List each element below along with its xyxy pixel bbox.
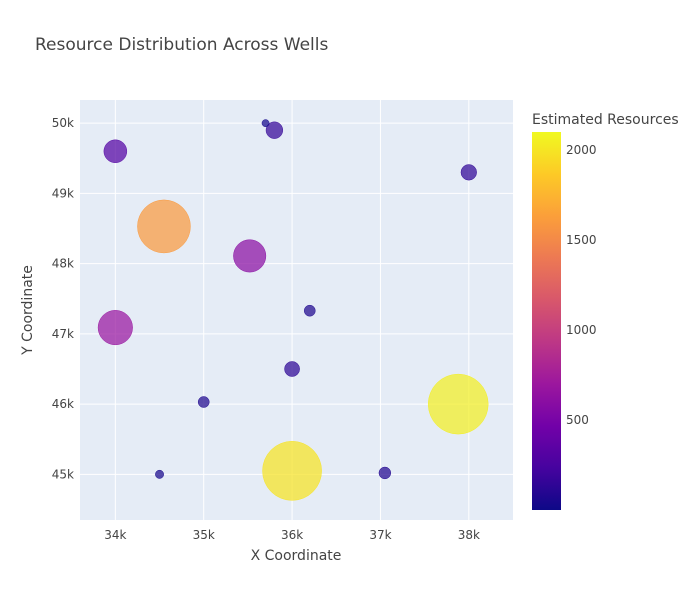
x-axis-title: X Coordinate — [251, 548, 342, 564]
colorbar-tick-label: 1000 — [566, 323, 597, 337]
x-tick-label: 37k — [369, 528, 391, 542]
data-point — [378, 466, 392, 480]
y-axis-ticks: 45k 46k 47k 48k 49k 50k — [52, 116, 74, 481]
x-tick-label: 36k — [281, 528, 303, 542]
data-point — [155, 469, 164, 479]
data-point — [233, 239, 267, 273]
colorbar-tick-label: 2000 — [566, 143, 597, 157]
data-point — [265, 121, 284, 139]
plot-area — [80, 100, 513, 520]
data-points — [97, 119, 489, 501]
colorbar-tick-label: 1500 — [566, 233, 597, 247]
x-tick-label: 38k — [458, 528, 480, 542]
data-point — [261, 119, 270, 128]
x-tick-label: 34k — [104, 528, 126, 542]
x-tick-label: 35k — [193, 528, 215, 542]
y-tick-label: 49k — [52, 186, 74, 200]
y-tick-label: 47k — [52, 327, 74, 341]
y-tick-label: 48k — [52, 257, 74, 271]
colorbar: Estimated Resources 500 1000 1500 2000 — [532, 112, 679, 510]
data-point — [427, 373, 489, 435]
data-point — [103, 139, 128, 163]
colorbar-tick-label: 500 — [566, 413, 589, 427]
data-point — [97, 310, 133, 346]
colorbar-ticks: 500 1000 1500 2000 — [566, 143, 597, 427]
data-point — [137, 199, 191, 254]
x-axis-ticks: 34k 35k 36k 37k 38k — [104, 528, 480, 542]
y-tick-label: 50k — [52, 116, 74, 130]
colorbar-gradient — [532, 132, 561, 510]
data-point — [460, 164, 477, 181]
data-point — [262, 441, 322, 501]
colorbar-title: Estimated Resources — [532, 112, 679, 128]
y-tick-label: 45k — [52, 467, 74, 481]
data-point — [284, 361, 300, 377]
data-point — [303, 304, 316, 317]
y-tick-label: 46k — [52, 397, 74, 411]
y-axis-title: Y Coordinate — [20, 265, 36, 356]
data-point — [197, 396, 210, 408]
chart-title: Resource Distribution Across Wells — [35, 35, 328, 55]
